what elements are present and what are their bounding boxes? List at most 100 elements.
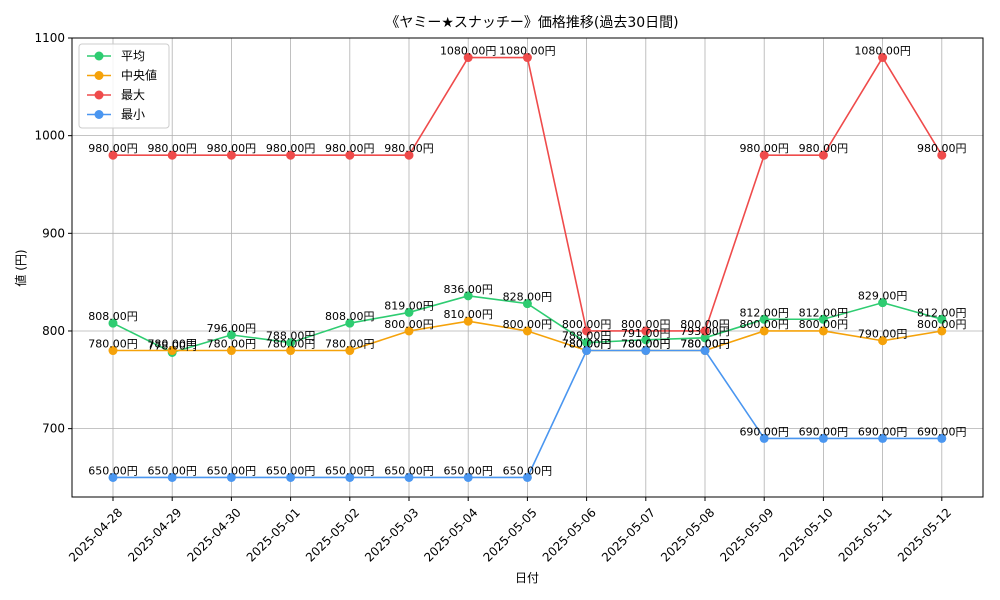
data-point: [522, 472, 532, 482]
x-axis-label: 日付: [515, 571, 539, 585]
data-label: 810.00円: [443, 308, 493, 321]
data-point: [818, 326, 828, 336]
data-label: 808.00円: [88, 310, 138, 323]
data-label: 1080.00円: [854, 45, 911, 58]
data-label: 780.00円: [325, 338, 375, 351]
legend-marker: [94, 110, 104, 119]
data-label: 828.00円: [503, 291, 553, 304]
data-label: 980.00円: [325, 142, 375, 155]
data-point: [404, 326, 414, 336]
data-label: 796.00円: [207, 322, 257, 335]
data-point: [582, 338, 592, 348]
legend-marker: [94, 71, 104, 80]
data-point: [759, 326, 769, 336]
x-tick-label: 2025-05-06: [540, 505, 599, 564]
data-label: 800.00円: [621, 318, 671, 331]
data-point: [108, 318, 118, 328]
x-tick-label: 2025-04-30: [185, 505, 244, 564]
data-label: 812.00円: [739, 306, 789, 319]
data-label: 650.00円: [503, 464, 553, 477]
data-point: [226, 472, 236, 482]
x-tick-label: 2025-05-11: [836, 505, 895, 564]
x-tick-label: 2025-05-10: [777, 505, 836, 564]
data-label: 800.00円: [739, 318, 789, 331]
data-point: [345, 472, 355, 482]
data-point: [108, 150, 118, 160]
data-label: 780.00円: [562, 338, 612, 351]
data-point: [641, 335, 651, 345]
x-tick-label: 2025-05-02: [303, 505, 362, 564]
data-point: [818, 314, 828, 324]
x-tick-label: 2025-05-09: [717, 505, 776, 564]
data-point: [463, 472, 473, 482]
data-label: 819.00円: [384, 299, 434, 312]
x-tick-label: 2025-05-03: [362, 505, 421, 564]
data-point: [404, 307, 414, 317]
data-point: [345, 150, 355, 160]
data-point: [759, 433, 769, 443]
data-point: [522, 299, 532, 309]
data-point: [878, 336, 888, 346]
data-point: [522, 53, 532, 63]
data-label: 788.00円: [562, 330, 612, 343]
data-labels: 808.00円 778.00円 796.00円 788.00円 808.00円 819.0…: [88, 45, 966, 478]
data-label: 650.00円: [88, 464, 138, 477]
data-point: [641, 326, 651, 336]
data-point: [878, 433, 888, 443]
data-label: 980.00円: [384, 142, 434, 155]
data-label: 780.00円: [680, 338, 730, 351]
data-point: [404, 472, 414, 482]
data-label: 980.00円: [739, 142, 789, 155]
y-tick-label: 900: [42, 226, 65, 240]
data-label: 800.00円: [917, 318, 967, 331]
legend-label: 最大: [121, 88, 145, 102]
data-point: [522, 326, 532, 336]
data-label: 800.00円: [384, 318, 434, 331]
data-point: [582, 326, 592, 336]
data-label: 800.00円: [680, 318, 730, 331]
data-label: 780.00円: [562, 338, 612, 351]
x-tick-label: 2025-04-28: [66, 505, 125, 564]
data-label: 836.00円: [443, 283, 493, 296]
data-label: 800.00円: [503, 318, 553, 331]
y-tick-label: 1000: [34, 129, 65, 143]
data-label: 650.00円: [147, 464, 197, 477]
data-point: [700, 346, 710, 356]
data-point: [226, 330, 236, 340]
data-point: [641, 346, 651, 356]
data-point: [759, 314, 769, 324]
x-tick-label: 2025-04-29: [125, 505, 184, 564]
data-label: 980.00円: [88, 142, 138, 155]
data-label: 778.00円: [147, 339, 197, 352]
data-point: [937, 150, 947, 160]
x-axis-ticks: 2025-04-28 2025-04-29 2025-04-30 2025-05-01…: [66, 497, 954, 565]
data-label: 800.00円: [799, 318, 849, 331]
data-label: 1080.00円: [499, 45, 556, 58]
data-label: 690.00円: [858, 425, 908, 438]
data-label: 690.00円: [917, 425, 967, 438]
data-label: 812.00円: [799, 306, 849, 319]
data-point: [404, 150, 414, 160]
x-tick-label: 2025-05-12: [895, 505, 954, 564]
data-point: [937, 433, 947, 443]
data-label: 791.00円: [621, 327, 671, 340]
data-label: 650.00円: [384, 464, 434, 477]
data-label: 788.00円: [266, 330, 316, 343]
data-point: [878, 53, 888, 63]
data-point: [818, 433, 828, 443]
legend-marker: [94, 51, 104, 61]
data-label: 780.00円: [621, 338, 671, 351]
data-point: [226, 346, 236, 356]
data-point: [286, 472, 296, 482]
legend-label: 最小: [121, 108, 145, 122]
data-point: [167, 150, 177, 160]
data-point: [582, 346, 592, 356]
legend-box: [78, 43, 170, 129]
legend-label: 中央値: [121, 68, 157, 83]
data-point: [345, 318, 355, 328]
data-point: [286, 338, 296, 348]
data-label: 780.00円: [88, 338, 138, 351]
x-tick-label: 2025-05-01: [244, 505, 303, 564]
